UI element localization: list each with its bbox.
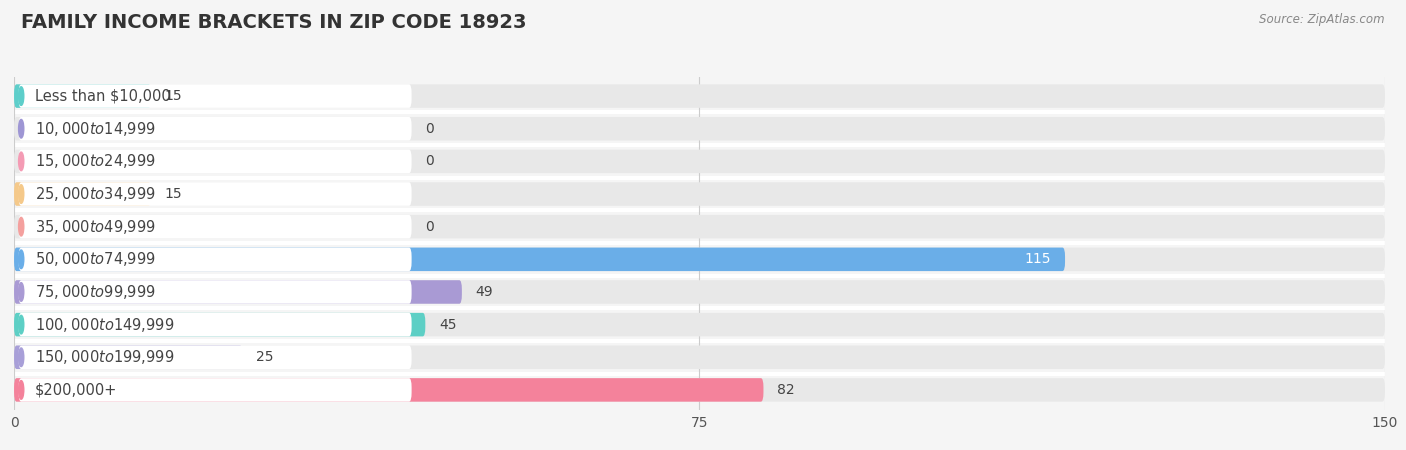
FancyBboxPatch shape [14, 378, 763, 402]
Text: $10,000 to $14,999: $10,000 to $14,999 [35, 120, 156, 138]
Text: $50,000 to $74,999: $50,000 to $74,999 [35, 250, 156, 268]
FancyBboxPatch shape [14, 248, 1385, 271]
FancyBboxPatch shape [14, 280, 1385, 304]
Text: $150,000 to $199,999: $150,000 to $199,999 [35, 348, 174, 366]
FancyBboxPatch shape [18, 248, 412, 271]
FancyBboxPatch shape [14, 84, 152, 108]
Text: $35,000 to $49,999: $35,000 to $49,999 [35, 218, 156, 236]
Circle shape [18, 381, 24, 399]
Text: $100,000 to $149,999: $100,000 to $149,999 [35, 315, 174, 333]
Text: 115: 115 [1025, 252, 1052, 266]
Text: 49: 49 [475, 285, 494, 299]
FancyBboxPatch shape [18, 346, 412, 369]
FancyBboxPatch shape [18, 215, 412, 238]
Text: 15: 15 [165, 89, 183, 103]
Circle shape [18, 348, 24, 367]
Circle shape [18, 315, 24, 334]
FancyBboxPatch shape [14, 313, 1385, 336]
FancyBboxPatch shape [14, 346, 243, 369]
FancyBboxPatch shape [14, 182, 1385, 206]
FancyBboxPatch shape [14, 84, 1385, 108]
Circle shape [18, 152, 24, 171]
FancyBboxPatch shape [14, 182, 152, 206]
Text: $15,000 to $24,999: $15,000 to $24,999 [35, 153, 156, 171]
Text: $75,000 to $99,999: $75,000 to $99,999 [35, 283, 156, 301]
FancyBboxPatch shape [18, 378, 412, 402]
Text: 82: 82 [778, 383, 794, 397]
FancyBboxPatch shape [14, 215, 1385, 238]
FancyBboxPatch shape [14, 248, 1066, 271]
Circle shape [18, 119, 24, 138]
Circle shape [18, 283, 24, 302]
Text: 25: 25 [256, 350, 274, 364]
FancyBboxPatch shape [14, 150, 1385, 173]
FancyBboxPatch shape [14, 378, 1385, 402]
Text: Less than $10,000: Less than $10,000 [35, 89, 170, 104]
Circle shape [18, 185, 24, 203]
FancyBboxPatch shape [14, 313, 426, 336]
Text: Source: ZipAtlas.com: Source: ZipAtlas.com [1260, 14, 1385, 27]
FancyBboxPatch shape [18, 150, 412, 173]
Circle shape [18, 87, 24, 105]
Text: 45: 45 [439, 318, 457, 332]
FancyBboxPatch shape [18, 117, 412, 140]
Text: $200,000+: $200,000+ [35, 382, 117, 397]
Text: 0: 0 [426, 122, 434, 136]
FancyBboxPatch shape [18, 84, 412, 108]
FancyBboxPatch shape [14, 346, 1385, 369]
Circle shape [18, 250, 24, 269]
FancyBboxPatch shape [18, 280, 412, 304]
Circle shape [18, 217, 24, 236]
Text: 15: 15 [165, 187, 183, 201]
FancyBboxPatch shape [14, 117, 1385, 140]
Text: $25,000 to $34,999: $25,000 to $34,999 [35, 185, 156, 203]
FancyBboxPatch shape [14, 280, 463, 304]
Text: FAMILY INCOME BRACKETS IN ZIP CODE 18923: FAMILY INCOME BRACKETS IN ZIP CODE 18923 [21, 14, 527, 32]
Text: 0: 0 [426, 220, 434, 234]
FancyBboxPatch shape [18, 182, 412, 206]
Text: 0: 0 [426, 154, 434, 168]
FancyBboxPatch shape [18, 313, 412, 336]
